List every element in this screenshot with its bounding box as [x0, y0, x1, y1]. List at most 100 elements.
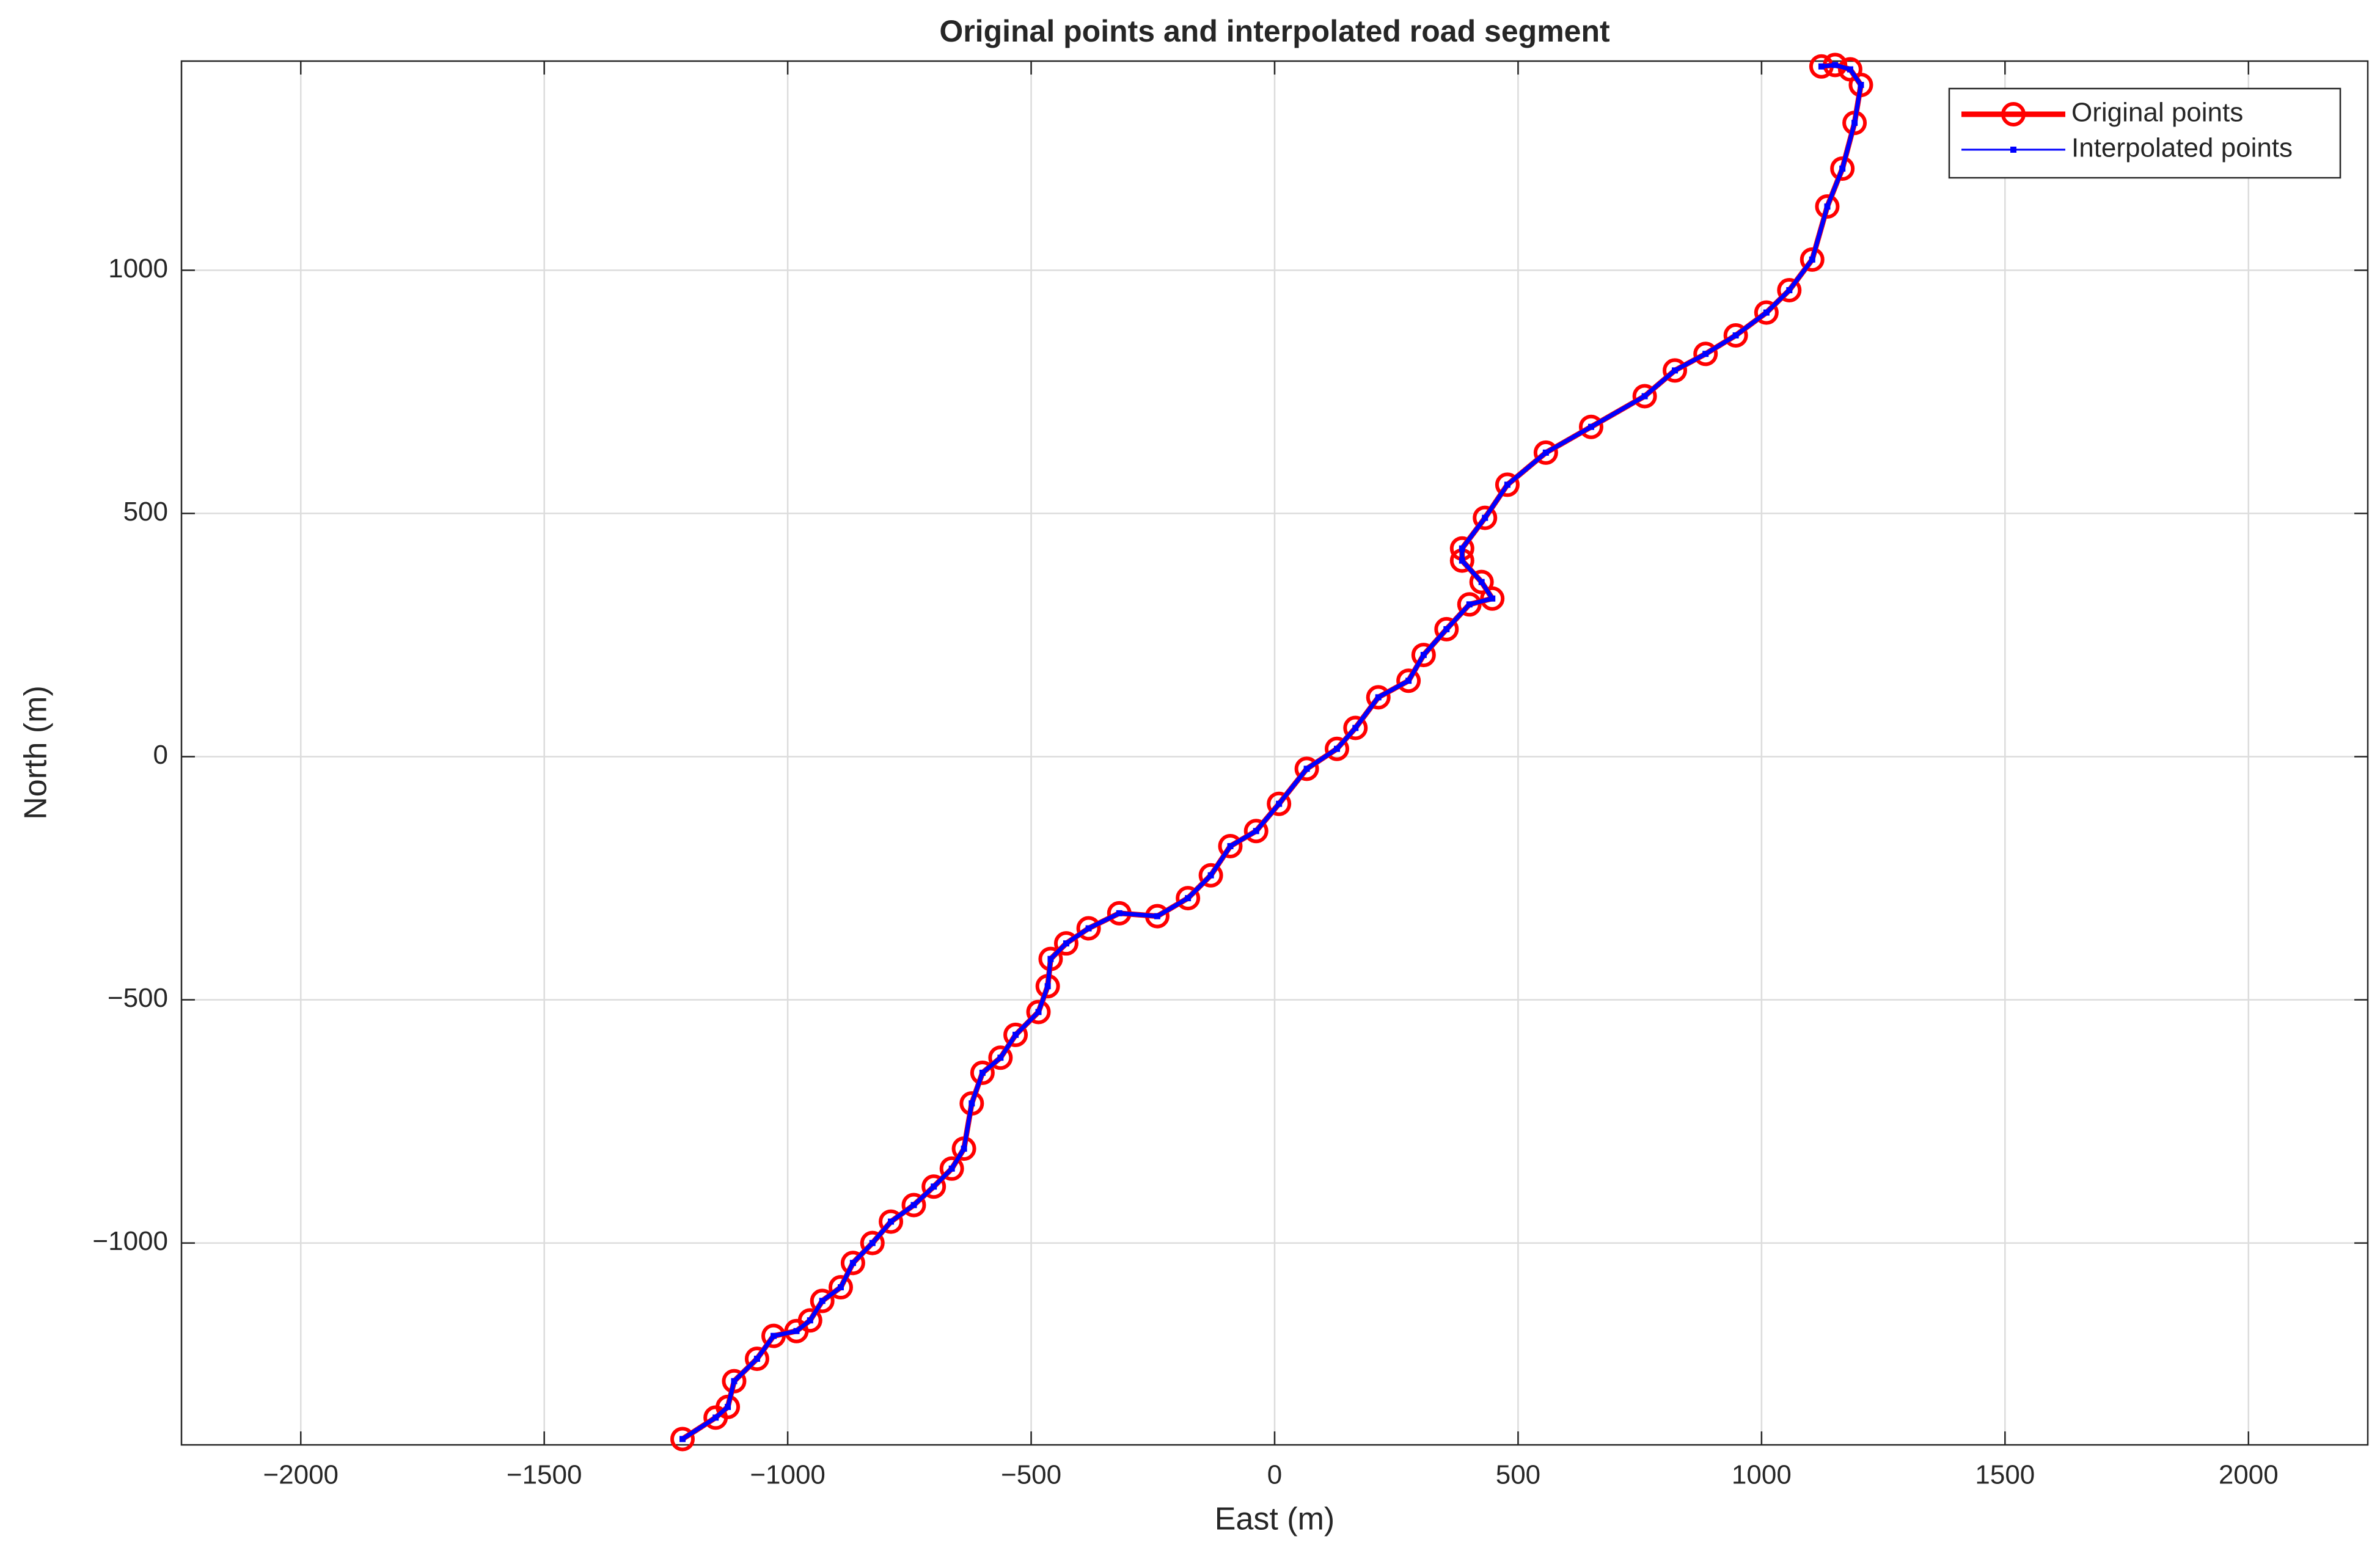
x-tick-label: −500: [1001, 1460, 1061, 1490]
y-tick-label: −500: [108, 983, 168, 1013]
interpolated-point: [1459, 545, 1465, 552]
interpolated-point: [1824, 203, 1831, 210]
original-point: [1578, 414, 1603, 439]
interpolated-point: [869, 1240, 876, 1246]
original-point: [761, 1323, 786, 1348]
original-point: [1411, 643, 1436, 668]
interpolated-point: [1047, 956, 1054, 962]
interpolated-point: [997, 1054, 1004, 1061]
interpolated-point: [679, 1436, 686, 1442]
original-point: [1480, 586, 1505, 611]
original-point: [939, 1156, 964, 1181]
original-point: [744, 1347, 769, 1372]
interpolated-point: [1063, 940, 1069, 947]
interpolated-point: [1504, 481, 1510, 488]
interpolated-point: [1641, 393, 1648, 400]
x-tick-label: 1500: [1975, 1460, 2035, 1490]
interpolated-point: [1858, 82, 1864, 89]
original-point: [1632, 384, 1657, 409]
original-point: [1457, 592, 1482, 617]
interpolated-point: [753, 1356, 760, 1362]
original-point: [1003, 1022, 1028, 1047]
original-point: [1533, 440, 1558, 465]
original-point: [1176, 886, 1201, 911]
interpolated-point: [1466, 601, 1473, 608]
original-point: [1076, 916, 1101, 941]
interpolated-point: [1035, 1009, 1042, 1015]
interpolated-point: [1478, 579, 1485, 585]
original-point: [1198, 863, 1223, 888]
interpolated-point: [1044, 983, 1051, 990]
original-point: [1800, 247, 1825, 272]
x-tick-label: 2000: [2219, 1460, 2279, 1490]
original-point: [988, 1045, 1013, 1070]
interpolated-point: [961, 1146, 967, 1152]
interpolated-point: [1276, 800, 1283, 807]
original-point: [1693, 342, 1718, 367]
interpolated-point: [948, 1165, 955, 1172]
original-point: [1663, 358, 1688, 383]
original-point: [1473, 505, 1498, 530]
interpolated-point: [979, 1069, 986, 1076]
interpolated-point: [1587, 423, 1594, 430]
x-tick-label: −1500: [507, 1460, 582, 1490]
interpolated-point: [1253, 828, 1259, 835]
original-point: [1366, 685, 1391, 710]
interpolated-point: [725, 1403, 731, 1410]
original-point: [1434, 616, 1459, 641]
original-point: [1837, 57, 1862, 82]
original-point: [1053, 931, 1078, 956]
original-point: [1243, 819, 1269, 844]
original-point: [921, 1174, 947, 1199]
interpolated-point: [1459, 557, 1465, 564]
original-point: [1777, 277, 1802, 302]
interpolated-point: [1207, 872, 1214, 879]
interpolated-point: [1763, 309, 1770, 316]
interpolated-point: [712, 1414, 719, 1421]
original-point: [1469, 569, 1494, 594]
interpolated-point: [1352, 725, 1359, 731]
interpolated-point: [1443, 626, 1450, 632]
interpolated-point: [1012, 1031, 1019, 1038]
original-point: [1343, 715, 1368, 740]
x-tick-label: −1000: [750, 1460, 826, 1490]
interpolated-point: [1375, 694, 1382, 701]
interpolated-point: [771, 1332, 777, 1339]
original-point: [722, 1368, 747, 1394]
interpolated-point: [1303, 766, 1310, 772]
original-point: [1396, 668, 1421, 693]
interpolated-point: [1227, 842, 1234, 849]
original-point: [828, 1275, 853, 1300]
interpolated-point: [1851, 120, 1858, 126]
y-tick-label: 1000: [108, 254, 168, 283]
interpolated-point: [1085, 925, 1092, 932]
original-point: [810, 1288, 835, 1314]
interpolated-point: [837, 1284, 844, 1291]
x-tick-label: 1000: [1732, 1460, 1792, 1490]
original-point: [1294, 756, 1319, 781]
original-point: [1325, 736, 1350, 761]
original-point: [901, 1193, 926, 1218]
original-point: [1815, 194, 1840, 219]
original-point: [1026, 999, 1051, 1025]
legend-marker: [2001, 102, 2026, 126]
original-point: [840, 1251, 865, 1276]
interpolated-point: [1482, 514, 1488, 521]
interpolated-point: [819, 1298, 826, 1304]
interpolated-point: [1732, 332, 1739, 339]
interpolated-point: [849, 1260, 856, 1266]
interpolated-point: [1154, 913, 1160, 919]
interpolated-point: [1832, 62, 1839, 68]
interpolated-point: [807, 1317, 813, 1324]
legend-marker: [2010, 147, 2016, 153]
y-tick-label: 500: [123, 497, 168, 527]
original-point: [1830, 156, 1855, 181]
interpolated-point: [1542, 449, 1549, 456]
original-point: [970, 1060, 995, 1085]
interpolated-point: [1847, 66, 1853, 73]
interpolated-point: [1405, 678, 1412, 684]
original-point: [1495, 472, 1520, 497]
interpolated-point: [793, 1328, 800, 1334]
original-point: [797, 1308, 822, 1333]
